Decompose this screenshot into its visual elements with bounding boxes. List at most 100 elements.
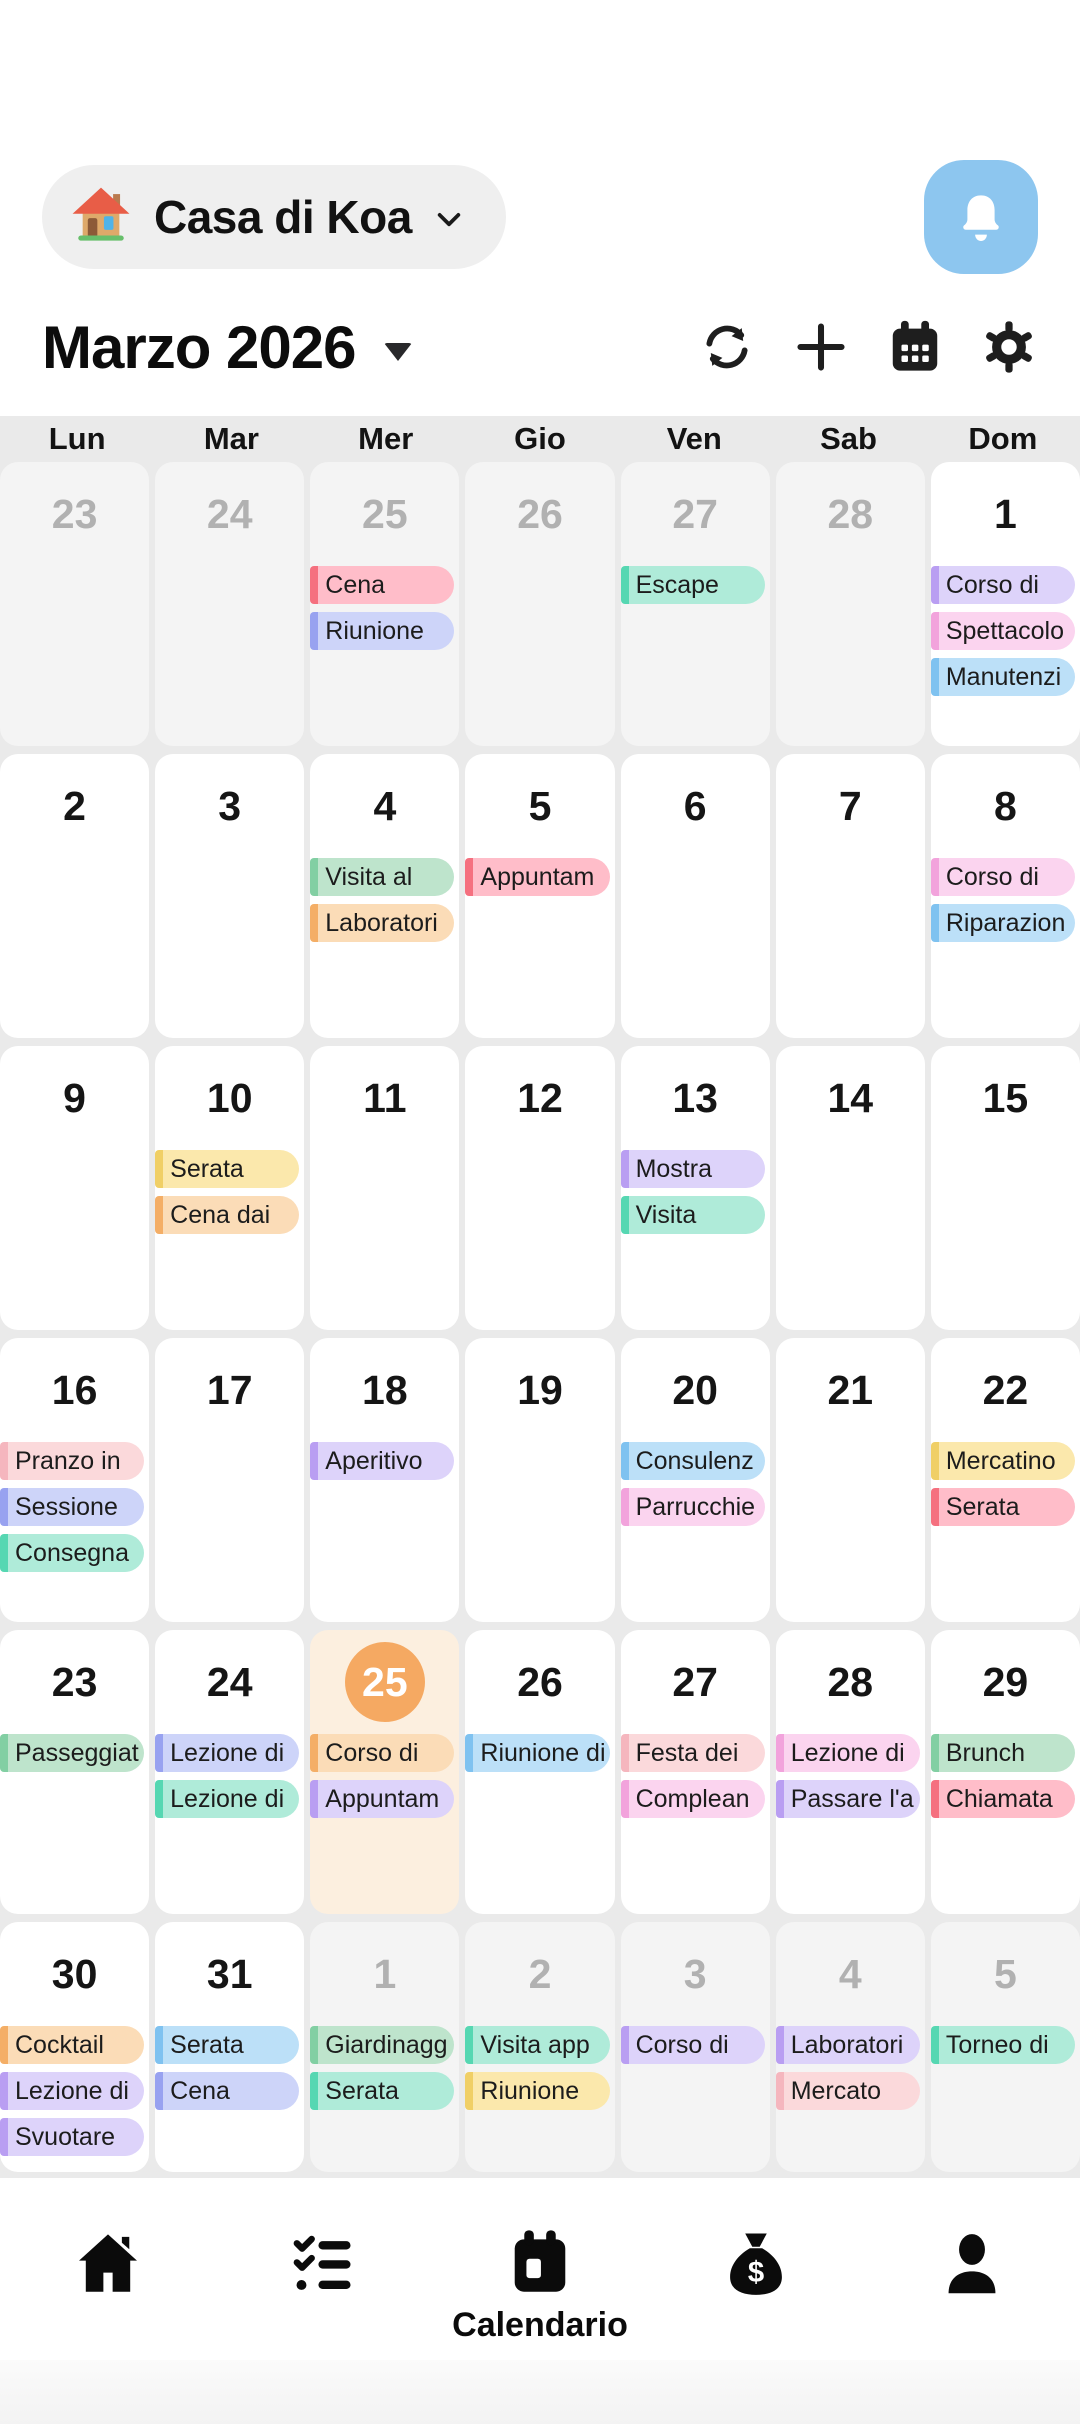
event-chip[interactable]: Giardinagg: [310, 2026, 455, 2064]
day-cell-22[interactable]: 22 Mercatino Serata: [930, 1338, 1080, 1622]
day-cell-20[interactable]: 20 Consulenz Parrucchie: [620, 1338, 770, 1622]
day-cell-3-adjacent[interactable]: 3 Corso di: [620, 1922, 770, 2172]
event-chip[interactable]: Serata: [155, 1150, 300, 1188]
day-cell-14[interactable]: 14: [775, 1046, 925, 1330]
event-chip[interactable]: Pranzo in: [0, 1442, 145, 1480]
day-cell-15[interactable]: 15: [930, 1046, 1080, 1330]
event-chip[interactable]: Serata: [155, 2026, 300, 2064]
event-chip[interactable]: Torneo di: [930, 2026, 1075, 2064]
event-chip[interactable]: Riunione: [310, 612, 455, 650]
day-cell-21[interactable]: 21: [775, 1338, 925, 1622]
day-cell-27[interactable]: 27 Festa dei Complean: [620, 1630, 770, 1914]
event-chip[interactable]: Cocktail: [0, 2026, 145, 2064]
day-cell-17[interactable]: 17: [155, 1338, 305, 1622]
day-cell-30[interactable]: 30 Cocktail Lezione di Svuotare: [0, 1922, 150, 2172]
day-cell-2[interactable]: 2: [0, 754, 150, 1038]
day-cell-4-adjacent[interactable]: 4 Laboratori Mercato: [775, 1922, 925, 2172]
nav-item-calendar[interactable]: Calendario: [432, 2224, 648, 2354]
event-chip[interactable]: Riparazion: [930, 904, 1075, 942]
event-chip[interactable]: Complean: [620, 1780, 765, 1818]
event-chip[interactable]: Corso di: [620, 2026, 765, 2064]
event-chip[interactable]: Cena: [155, 2072, 300, 2110]
day-cell-4[interactable]: 4 Visita al Laboratori: [310, 754, 460, 1038]
day-cell-10[interactable]: 10 Serata Cena dai: [155, 1046, 305, 1330]
day-cell-12[interactable]: 12: [465, 1046, 615, 1330]
event-chip[interactable]: Mercatino: [930, 1442, 1075, 1480]
day-cell-31[interactable]: 31 Serata Cena: [155, 1922, 305, 2172]
event-chip[interactable]: Laboratori: [310, 904, 455, 942]
event-chip[interactable]: Consegna: [0, 1534, 145, 1572]
event-chip[interactable]: Appuntam: [310, 1780, 455, 1818]
day-cell-27-adjacent[interactable]: 27 Escape: [620, 462, 770, 746]
event-chip[interactable]: Sessione: [0, 1488, 145, 1526]
calendar-view-button[interactable]: [886, 318, 944, 376]
day-cell-28[interactable]: 28 Lezione di Passare l'a: [775, 1630, 925, 1914]
day-cell-19[interactable]: 19: [465, 1338, 615, 1622]
event-chip[interactable]: Lezione di: [155, 1780, 300, 1818]
event-chip[interactable]: Riunione: [465, 2072, 610, 2110]
event-chip[interactable]: Parrucchie: [620, 1488, 765, 1526]
day-cell-23-adjacent[interactable]: 23: [0, 462, 150, 746]
day-cell-13[interactable]: 13 Mostra Visita: [620, 1046, 770, 1330]
event-chip[interactable]: Lezione di: [0, 2072, 145, 2110]
day-cell-26[interactable]: 26 Riunione di: [465, 1630, 615, 1914]
event-chip[interactable]: Corso di: [930, 858, 1075, 896]
event-chip[interactable]: Cena: [310, 566, 455, 604]
event-chip[interactable]: Visita al: [310, 858, 455, 896]
day-cell-2-adjacent[interactable]: 2 Visita app Riunione: [465, 1922, 615, 2172]
day-cell-25[interactable]: 25 Corso di Appuntam: [310, 1630, 460, 1914]
day-cell-26-adjacent[interactable]: 26: [465, 462, 615, 746]
add-event-button[interactable]: [792, 318, 850, 376]
day-cell-25-adjacent[interactable]: 25 Cena Riunione: [310, 462, 460, 746]
event-chip[interactable]: Spettacolo: [930, 612, 1075, 650]
sync-button[interactable]: [698, 318, 756, 376]
event-chip[interactable]: Serata: [930, 1488, 1075, 1526]
event-chip[interactable]: Brunch: [930, 1734, 1075, 1772]
day-cell-24[interactable]: 24 Lezione di Lezione di: [155, 1630, 305, 1914]
event-chip[interactable]: Escape: [620, 566, 765, 604]
day-cell-16[interactable]: 16 Pranzo in Sessione Consegna: [0, 1338, 150, 1622]
day-cell-18[interactable]: 18 Aperitivo: [310, 1338, 460, 1622]
day-cell-24-adjacent[interactable]: 24: [155, 462, 305, 746]
event-chip[interactable]: Laboratori: [775, 2026, 920, 2064]
event-chip[interactable]: Mostra: [620, 1150, 765, 1188]
day-cell-23[interactable]: 23 Passeggiat: [0, 1630, 150, 1914]
nav-item-money[interactable]: $: [648, 2224, 864, 2354]
day-cell-8[interactable]: 8 Corso di Riparazion: [930, 754, 1080, 1038]
event-chip[interactable]: Aperitivo: [310, 1442, 455, 1480]
day-cell-5-adjacent[interactable]: 5 Torneo di: [930, 1922, 1080, 2172]
event-chip[interactable]: Cena dai: [155, 1196, 300, 1234]
day-cell-7[interactable]: 7: [775, 754, 925, 1038]
nav-item-home[interactable]: [0, 2224, 216, 2354]
day-cell-28-adjacent[interactable]: 28: [775, 462, 925, 746]
event-chip[interactable]: Visita app: [465, 2026, 610, 2064]
event-chip[interactable]: Manutenzi: [930, 658, 1075, 696]
event-chip[interactable]: Corso di: [310, 1734, 455, 1772]
day-cell-11[interactable]: 11: [310, 1046, 460, 1330]
event-chip[interactable]: Riunione di: [465, 1734, 610, 1772]
settings-button[interactable]: [980, 318, 1038, 376]
nav-item-tasks[interactable]: [216, 2224, 432, 2354]
home-selector[interactable]: Casa di Koa: [42, 165, 506, 269]
event-chip[interactable]: Svuotare: [0, 2118, 145, 2156]
event-chip[interactable]: Consulenz: [620, 1442, 765, 1480]
event-chip[interactable]: Appuntam: [465, 858, 610, 896]
event-chip[interactable]: Lezione di: [155, 1734, 300, 1772]
event-chip[interactable]: Corso di: [930, 566, 1075, 604]
event-chip[interactable]: Visita: [620, 1196, 765, 1234]
day-cell-6[interactable]: 6: [620, 754, 770, 1038]
event-chip[interactable]: Passare l'a: [775, 1780, 920, 1818]
day-cell-29[interactable]: 29 Brunch Chiamata: [930, 1630, 1080, 1914]
day-cell-3[interactable]: 3: [155, 754, 305, 1038]
event-chip[interactable]: Festa dei: [620, 1734, 765, 1772]
day-cell-9[interactable]: 9: [0, 1046, 150, 1330]
day-cell-1-adjacent[interactable]: 1 Giardinagg Serata: [310, 1922, 460, 2172]
nav-item-profile[interactable]: [864, 2224, 1080, 2354]
event-chip[interactable]: Mercato: [775, 2072, 920, 2110]
day-cell-5[interactable]: 5 Appuntam: [465, 754, 615, 1038]
event-chip[interactable]: Lezione di: [775, 1734, 920, 1772]
event-chip[interactable]: Chiamata: [930, 1780, 1075, 1818]
day-cell-1[interactable]: 1 Corso di Spettacolo Manutenzi: [930, 462, 1080, 746]
notifications-button[interactable]: [924, 160, 1038, 274]
month-selector[interactable]: Marzo 2026: [42, 313, 412, 382]
